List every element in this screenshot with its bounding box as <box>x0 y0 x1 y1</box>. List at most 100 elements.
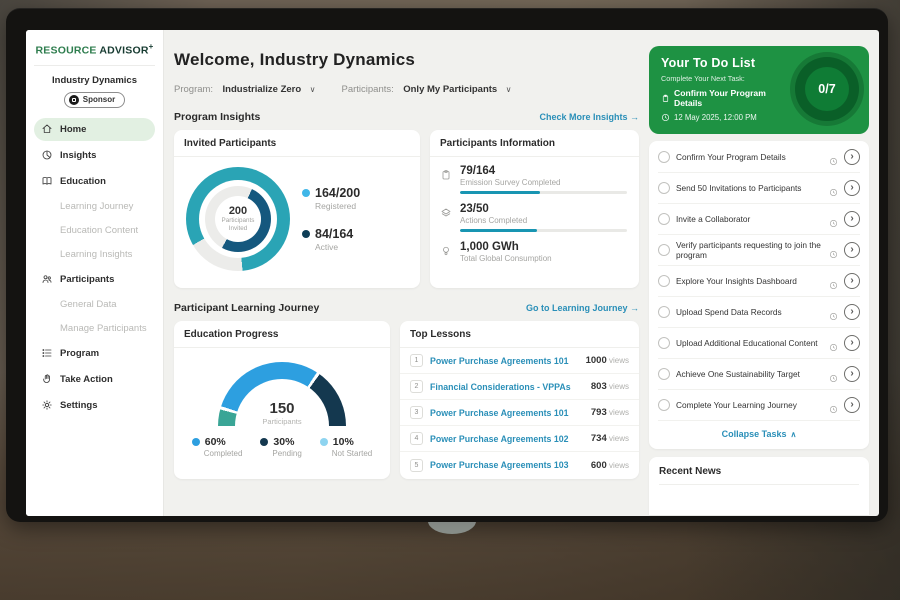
task-chevron-button[interactable]: › <box>844 273 860 289</box>
task-checkbox[interactable] <box>658 182 670 194</box>
task-row: Confirm Your Program Details › <box>658 142 860 173</box>
task-checkbox[interactable] <box>658 368 670 380</box>
pending-icon <box>829 277 838 289</box>
task-chevron-button[interactable]: › <box>844 304 860 320</box>
task-checkbox[interactable] <box>658 275 670 287</box>
org-name: Industry Dynamics <box>52 74 137 86</box>
task-checkbox[interactable] <box>658 306 670 318</box>
todo-progress-value: 0/7 <box>818 82 836 96</box>
sidebar-item-education[interactable]: Education <box>34 170 155 193</box>
go-to-learning-journey-link[interactable]: Go to Learning Journey → <box>525 303 639 313</box>
section-title-program-insights: Program Insights <box>174 111 261 123</box>
legend-not-started: 10% Not Started <box>319 436 372 458</box>
task-row: Complete Your Learning Journey › <box>658 390 860 421</box>
collapse-tasks-link[interactable]: Collapse Tasks ∧ <box>721 429 797 439</box>
lesson-row: 1 Power Purchase Agreements 101 1000 vie… <box>400 348 639 374</box>
invited-donut-chart: 200 Participants Invited <box>186 167 290 271</box>
pending-icon <box>829 370 838 382</box>
task-row: Verify participants requesting to join t… <box>658 235 860 266</box>
next-task-label: Confirm Your Program Details <box>674 88 766 108</box>
gear-icon <box>42 400 52 410</box>
legend-active: 84/164 Active <box>302 227 360 252</box>
lesson-views: 734 views <box>590 433 629 444</box>
task-chevron-button[interactable]: › <box>844 242 860 258</box>
sidebar-item-insights[interactable]: Insights <box>34 144 155 167</box>
check-more-insights-link[interactable]: Check More Insights → <box>539 112 639 122</box>
task-chevron-button[interactable]: › <box>844 211 860 227</box>
lesson-link[interactable]: Power Purchase Agreements 103 <box>430 460 569 470</box>
lesson-views: 793 views <box>590 407 629 418</box>
lesson-row: 2 Financial Considerations - VPPAs 803 v… <box>400 374 639 400</box>
todo-subtitle: Complete Your Next Task: <box>661 74 745 83</box>
todo-title: Your To Do List <box>661 56 756 70</box>
lesson-row: 5 Power Purchase Agreements 103 600 view… <box>400 452 639 478</box>
donut-center-value: 200 <box>228 204 248 217</box>
pending-icon <box>829 339 838 351</box>
section-title-learning-journey: Participant Learning Journey <box>174 302 320 314</box>
sidebar-item-settings[interactable]: Settings <box>34 394 155 417</box>
sidebar-item-learning-insights[interactable]: Learning Insights <box>60 249 133 260</box>
sidebar-item-learning-journey[interactable]: Learning Journey <box>60 201 134 212</box>
sponsor-icon <box>68 94 79 105</box>
legend-dot <box>302 189 310 197</box>
lesson-rank-badge: 2 <box>410 380 423 393</box>
gauge-center-value: 150 <box>269 400 295 417</box>
lesson-link[interactable]: Power Purchase Agreements 102 <box>430 433 569 444</box>
pie-chart-icon <box>42 150 52 160</box>
sidebar-item-participants[interactable]: Participants <box>34 268 155 291</box>
list-icon <box>42 349 52 357</box>
pending-icon <box>829 153 838 165</box>
task-checkbox[interactable] <box>658 399 670 411</box>
task-checkbox[interactable] <box>658 337 670 349</box>
chevron-up-icon: ∧ <box>790 430 797 439</box>
lesson-views: 803 views <box>590 381 629 392</box>
hand-icon <box>43 374 50 383</box>
task-chevron-button[interactable]: › <box>844 149 860 165</box>
lesson-rank-badge: 4 <box>410 432 423 445</box>
task-chevron-button[interactable]: › <box>844 180 860 196</box>
progress-bar <box>460 229 627 232</box>
legend-dot <box>191 438 200 446</box>
pending-icon <box>829 215 838 227</box>
task-row: Upload Additional Educational Content › <box>658 328 860 359</box>
sidebar-item-education-content[interactable]: Education Content <box>60 225 139 236</box>
sidebar-item-home[interactable]: Home <box>34 117 155 141</box>
lesson-views: 1000 views <box>585 355 629 366</box>
task-chevron-button[interactable]: › <box>844 397 860 413</box>
task-checkbox[interactable] <box>658 151 670 163</box>
task-row: Upload Spend Data Records › <box>658 297 860 328</box>
sidebar: RESOURCE ADVISOR+ Industry Dynamics Spon… <box>26 30 164 516</box>
lesson-link[interactable]: Power Purchase Agreements 101 <box>430 355 569 366</box>
pending-icon <box>829 308 838 320</box>
clipboard-icon <box>662 94 669 102</box>
task-datetime: 12 May 2025, 12:00 PM <box>674 113 757 122</box>
card-title: Participants Information <box>430 130 639 157</box>
task-chevron-button[interactable]: › <box>844 335 860 351</box>
education-progress-card: Education Progress 150 Participants <box>174 321 390 479</box>
sidebar-item-program[interactable]: Program <box>34 342 155 365</box>
chevron-down-icon: ∨ <box>505 85 512 94</box>
program-filter[interactable]: Program: Industrialize Zero ∨ <box>174 84 316 95</box>
sidebar-item-manage-participants[interactable]: Manage Participants <box>60 323 147 334</box>
legend-dot <box>302 230 310 238</box>
card-title: Invited Participants <box>174 130 420 157</box>
sidebar-item-take-action[interactable]: Take Action <box>34 368 155 391</box>
task-row: Send 50 Invitations to Participants › <box>658 173 860 204</box>
lesson-link[interactable]: Power Purchase Agreements 101 <box>430 407 569 418</box>
arrow-right-icon: → <box>630 112 639 122</box>
task-checkbox[interactable] <box>658 244 670 256</box>
recent-news-card: Recent News <box>649 457 869 515</box>
page-title: Welcome, Industry Dynamics <box>174 50 416 69</box>
sidebar-item-general-data[interactable]: General Data <box>60 299 117 310</box>
task-chevron-button[interactable]: › <box>844 366 860 382</box>
todo-list-card: Confirm Your Program Details › Send 50 I… <box>649 141 869 449</box>
lesson-link[interactable]: Financial Considerations - VPPAs <box>430 381 571 392</box>
lesson-row: 4 Power Purchase Agreements 102 734 view… <box>400 426 639 452</box>
participants-filter[interactable]: Participants: Only My Participants ∨ <box>341 84 512 95</box>
todo-panel: Your To Do List Complete Your Next Task:… <box>649 30 869 516</box>
todo-progress-ring: 0/7 <box>795 57 859 121</box>
legend-dot <box>260 438 269 446</box>
task-checkbox[interactable] <box>658 213 670 225</box>
top-lessons-card: Top Lessons 1 Power Purchase Agreements … <box>400 321 639 479</box>
donut-center-label: Participants Invited <box>221 216 255 232</box>
